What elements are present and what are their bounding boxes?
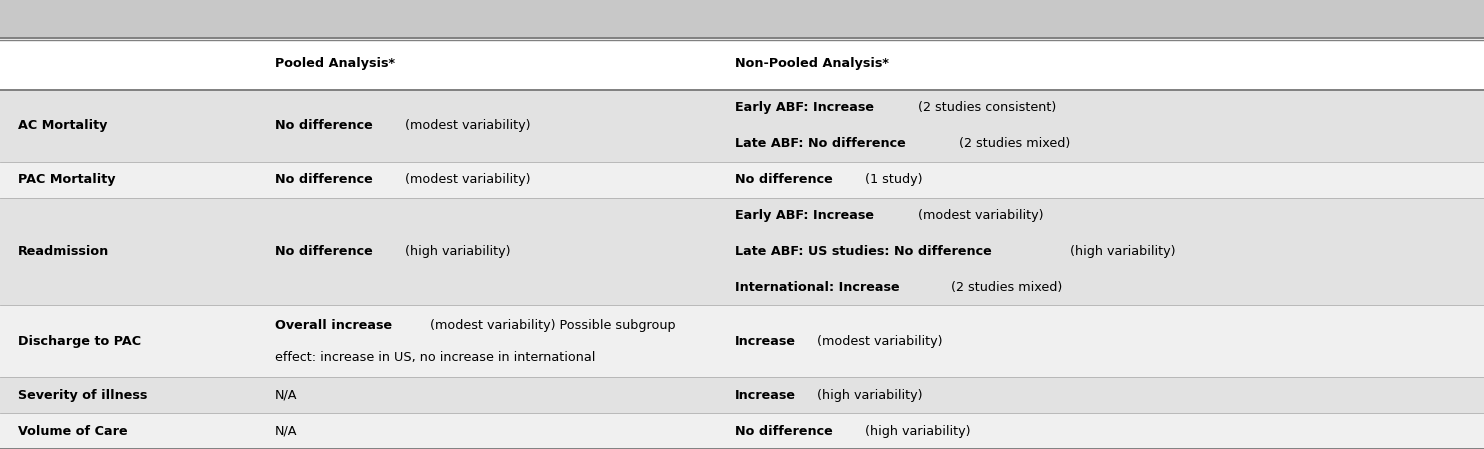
Text: (high variability): (high variability) [813,389,923,401]
Text: Late ABF: No difference: Late ABF: No difference [735,137,905,150]
Text: Overall increase: Overall increase [275,319,392,332]
Text: (modest variability): (modest variability) [401,173,530,186]
Text: (modest variability): (modest variability) [914,209,1043,222]
Text: (high variability): (high variability) [1066,245,1175,258]
Text: No difference: No difference [735,173,833,186]
Text: (modest variability): (modest variability) [813,335,942,348]
Text: No difference: No difference [275,245,372,258]
Text: N/A: N/A [275,389,297,401]
Bar [0,0,1484,38]
Text: Increase: Increase [735,335,795,348]
Text: N/A: N/A [275,425,297,437]
Text: Increase: Increase [735,389,795,401]
Text: (modest variability) Possible subgroup: (modest variability) Possible subgroup [426,319,675,332]
Text: Readmission: Readmission [18,245,108,258]
Bar [0,198,1484,305]
Bar [0,377,1484,413]
Text: (high variability): (high variability) [861,425,971,437]
Text: No difference: No difference [735,425,833,437]
Text: Discharge to PAC: Discharge to PAC [18,335,141,348]
Text: (1 study): (1 study) [861,173,922,186]
Bar [0,413,1484,449]
Bar [0,162,1484,198]
Text: (modest variability): (modest variability) [401,119,530,132]
Bar [0,90,1484,162]
Text: Early ABF: Increase: Early ABF: Increase [735,209,874,222]
Text: AC Mortality: AC Mortality [18,119,107,132]
Text: Severity of illness: Severity of illness [18,389,147,401]
Text: Pooled Analysis*: Pooled Analysis* [275,57,395,70]
Bar [0,305,1484,377]
Text: International: Increase: International: Increase [735,281,899,294]
Text: Late ABF: US studies: No difference: Late ABF: US studies: No difference [735,245,991,258]
Text: Volume of Care: Volume of Care [18,425,128,437]
Text: Early ABF: Increase: Early ABF: Increase [735,101,874,114]
Text: (2 studies consistent): (2 studies consistent) [914,101,1057,114]
Text: effect: increase in US, no increase in international: effect: increase in US, no increase in i… [275,351,595,364]
Text: No difference: No difference [275,173,372,186]
Text: (2 studies mixed): (2 studies mixed) [947,281,1063,294]
Text: PAC Mortality: PAC Mortality [18,173,116,186]
Text: (high variability): (high variability) [401,245,510,258]
Text: (2 studies mixed): (2 studies mixed) [954,137,1070,150]
Text: Non-Pooled Analysis*: Non-Pooled Analysis* [735,57,889,70]
Text: No difference: No difference [275,119,372,132]
